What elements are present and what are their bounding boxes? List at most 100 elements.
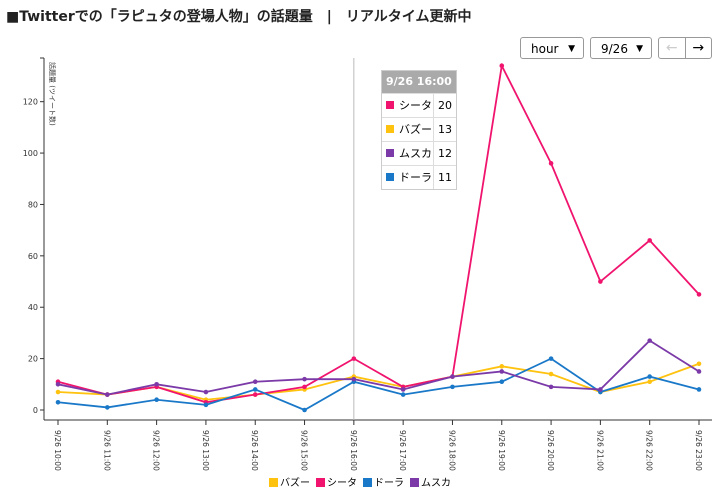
tooltip: 9/26 16:00 シータ 20 バズー 13 ムスカ 12 ドーラ 11	[381, 70, 457, 190]
data-point	[450, 384, 455, 390]
data-point	[55, 389, 61, 395]
legend-swatch-icon	[316, 478, 325, 487]
data-point	[696, 292, 702, 297]
chevron-down-icon: ▼	[636, 44, 643, 54]
data-point	[302, 407, 307, 413]
y-tick-label: 60	[28, 252, 38, 261]
legend-swatch-icon	[363, 478, 372, 487]
data-point	[647, 338, 652, 343]
time-navigation: ← →	[658, 37, 712, 59]
data-point	[450, 374, 455, 379]
data-point	[499, 63, 505, 69]
data-point	[252, 379, 258, 385]
x-tick-label: 9/26 22:00	[645, 430, 654, 471]
x-tick-label: 9/26 19:00	[497, 430, 506, 471]
y-tick-label: 20	[28, 355, 38, 364]
data-point	[400, 392, 406, 397]
date-value: 9/26	[601, 42, 628, 56]
x-tick-label: 9/26 20:00	[546, 430, 555, 471]
y-tick-label: 40	[28, 303, 38, 312]
data-point	[499, 364, 505, 369]
data-point	[351, 356, 357, 361]
data-point	[252, 392, 258, 397]
x-tick-label: 9/26 13:00	[201, 430, 210, 471]
x-tick-label: 9/26 21:00	[595, 430, 604, 471]
tooltip-value: 12	[438, 147, 452, 160]
data-point	[499, 379, 505, 385]
x-tick-label: 9/26 15:00	[300, 430, 309, 471]
data-point	[548, 356, 554, 361]
tooltip-value: 13	[438, 123, 452, 136]
legend-label: シータ	[327, 478, 357, 489]
next-button[interactable]: →	[692, 40, 705, 56]
y-tick-label: 120	[23, 98, 38, 107]
data-point	[55, 399, 61, 405]
interval-value: hour	[531, 42, 559, 56]
legend-label: ムスカ	[421, 478, 451, 489]
data-point	[55, 382, 61, 387]
interval-select[interactable]: hour ▼	[520, 37, 584, 59]
prev-button[interactable]: ←	[659, 38, 686, 58]
x-tick-label: 9/26 11:00	[102, 430, 111, 471]
series-line-ドーラ	[57, 357, 700, 412]
swatch-icon	[386, 173, 394, 181]
tooltip-header: 9/26 16:00	[382, 71, 456, 93]
tooltip-value: 20	[438, 99, 452, 112]
data-point	[302, 384, 307, 390]
swatch-icon	[386, 149, 394, 157]
data-point	[203, 402, 209, 408]
date-select[interactable]: 9/26 ▼	[590, 37, 652, 59]
tooltip-value: 11	[438, 171, 452, 184]
data-point	[696, 387, 702, 392]
chevron-down-icon: ▼	[568, 44, 575, 54]
legend-item[interactable]: バズー	[269, 478, 310, 489]
data-point	[154, 397, 159, 403]
tooltip-series-name: バズー	[382, 118, 434, 141]
legend-item[interactable]: ドーラ	[363, 478, 404, 489]
data-point	[548, 371, 554, 377]
x-tick-label: 9/26 18:00	[447, 430, 456, 471]
y-tick-label: 0	[33, 406, 38, 415]
swatch-icon	[386, 101, 394, 109]
data-point	[647, 238, 652, 243]
x-tick-label: 9/26 23:00	[694, 430, 703, 471]
legend-label: バズー	[280, 478, 310, 489]
y-tick-label: 80	[28, 200, 38, 209]
legend-swatch-icon	[410, 478, 419, 487]
data-point	[548, 161, 554, 166]
data-point	[302, 376, 307, 382]
data-point	[647, 374, 652, 379]
data-point	[598, 279, 603, 284]
page-title: ■Twitterでの「ラピュタの登場人物」の話題量 | リアルタイム更新中	[6, 9, 472, 25]
data-point	[105, 405, 110, 410]
tooltip-row: バズー 13	[382, 117, 456, 141]
series-line-ムスカ	[57, 339, 700, 396]
series-line-バズー	[57, 362, 700, 401]
legend-item[interactable]: シータ	[316, 478, 357, 489]
data-point	[598, 387, 603, 392]
data-point	[696, 369, 702, 374]
data-point	[499, 369, 505, 374]
data-point	[203, 389, 209, 395]
data-point	[351, 376, 357, 382]
tooltip-row: シータ 20	[382, 93, 456, 117]
x-tick-label: 9/26 12:00	[152, 430, 161, 471]
legend-label: ドーラ	[374, 478, 404, 489]
tooltip-row: ムスカ 12	[382, 141, 456, 165]
tooltip-series-name: ムスカ	[382, 142, 434, 165]
data-point	[252, 387, 258, 392]
y-tick-label: 100	[23, 149, 38, 158]
data-point	[105, 392, 110, 397]
data-point	[548, 384, 554, 390]
y-axis-label: 話題量 (ツイート数)	[48, 62, 57, 126]
x-tick-label: 9/26 17:00	[398, 430, 407, 471]
x-tick-label: 9/26 10:00	[53, 430, 62, 471]
tooltip-series-name: ドーラ	[382, 166, 434, 189]
legend-item[interactable]: ムスカ	[410, 478, 451, 489]
swatch-icon	[386, 125, 394, 133]
data-point	[647, 379, 652, 385]
legend-swatch-icon	[269, 478, 278, 487]
data-point	[154, 382, 159, 387]
data-point	[696, 361, 702, 367]
